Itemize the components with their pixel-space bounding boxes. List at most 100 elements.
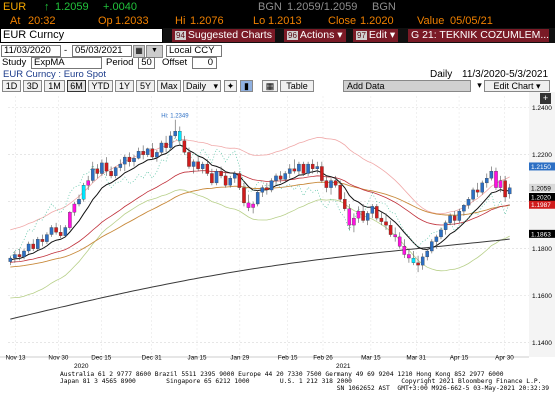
value-label: Value	[417, 15, 445, 27]
candle-body	[200, 163, 205, 169]
candle-body	[388, 225, 393, 235]
candle-body	[187, 152, 191, 167]
study-select[interactable]: ExpMA	[31, 57, 102, 69]
add-data-button[interactable]: Add Data	[343, 80, 471, 92]
candle-body	[310, 163, 315, 169]
range-1m-button[interactable]: 1M	[44, 80, 65, 92]
range-5y-button[interactable]: 5Y	[136, 80, 155, 92]
end-date-field[interactable]: 05/03/2021	[72, 45, 132, 57]
suggested-charts-button[interactable]: 94 Suggested Charts	[172, 29, 275, 42]
x-tick-label: Jan 15	[188, 355, 207, 362]
currency-select[interactable]: Local CCY	[166, 45, 222, 57]
candle-style-icon[interactable]: ▮	[240, 80, 253, 92]
date-separator: -	[64, 45, 68, 56]
y-tick-label: 1.1800	[532, 246, 552, 253]
start-date-field[interactable]: 11/03/2020	[1, 45, 61, 57]
suggested-charts-label: Suggested Charts	[187, 29, 272, 41]
candle-body	[246, 202, 251, 208]
candle-body	[40, 239, 45, 242]
dropdown-icon[interactable]: ▾	[477, 80, 482, 90]
period-field[interactable]: 50	[138, 57, 155, 69]
candle-body	[265, 187, 269, 191]
parabolic-line	[10, 137, 511, 259]
y-axis-panel	[529, 92, 555, 357]
x-axis: Nov 13 Nov 30 Dec 15 Dec 31 Jan 15 Jan 29 Feb …	[0, 355, 529, 362]
source-label: BGN	[258, 1, 282, 13]
x-tick-label: Mar 31	[406, 355, 426, 362]
offset-field[interactable]: 0	[192, 57, 217, 69]
candle-body	[475, 189, 480, 193]
close-value: 1.2020	[360, 15, 394, 27]
chevron-down-icon: ▾	[533, 81, 541, 91]
price-change: +.0040	[103, 1, 137, 13]
edit-chart-button[interactable]: Edit Chart ▾	[484, 80, 550, 92]
candle-body	[58, 232, 63, 236]
candle-body	[301, 163, 306, 174]
open-label: Op	[98, 15, 113, 27]
chevron-down-icon[interactable]: ▼	[146, 45, 163, 58]
price-tag-label: 1.2020	[531, 194, 551, 201]
value-date: 05/05/21	[450, 15, 493, 27]
actions-button[interactable]: 96 Actions ▾	[284, 29, 346, 42]
x-tick-label: Jan 29	[230, 355, 249, 362]
chart-type-icon[interactable]: ✦	[224, 80, 237, 92]
candle-body	[430, 241, 434, 252]
candle-body	[320, 166, 324, 181]
range-6m-button[interactable]: 6M	[67, 80, 86, 92]
price-tag-label: 1.1863	[531, 231, 551, 238]
table-button[interactable]: Table	[280, 80, 314, 92]
grid-icon[interactable]: ▦	[262, 80, 278, 92]
candle-body	[260, 187, 265, 193]
candle-body	[145, 148, 150, 155]
candle-body	[416, 262, 420, 266]
candle-body	[49, 227, 54, 235]
range-1d-button[interactable]: 1D	[2, 80, 21, 92]
candle-body	[278, 175, 283, 180]
price-tag-box	[529, 229, 555, 238]
chart-frequency: Daily	[430, 69, 453, 80]
chart-title: G 21: TEKNIK COZUMLEM...	[408, 29, 549, 42]
candle-body	[13, 254, 17, 259]
candle-body	[17, 254, 22, 257]
y-tick-label: 1.1600	[532, 293, 552, 300]
chevron-down-icon: ▾	[213, 81, 218, 91]
candle-body	[228, 178, 232, 186]
candle-body	[361, 210, 365, 221]
year-label-2020: 2020	[74, 363, 89, 370]
range-3d-button[interactable]: 3D	[23, 80, 42, 92]
suggested-charts-number: 94	[175, 31, 186, 40]
range-max-button[interactable]: Max	[157, 80, 181, 92]
footer-line-2: Japan 81 3 4565 8900 Singapore 65 6212 1…	[60, 378, 542, 385]
period-label: Period	[106, 57, 134, 68]
upper-band-line	[10, 137, 510, 231]
up-arrow-icon: ↑	[44, 1, 50, 13]
security-input[interactable]: EUR Curncy	[0, 28, 163, 43]
candle-body	[452, 215, 457, 221]
zoom-in-icon[interactable]: +	[540, 93, 551, 104]
candle-body	[8, 257, 13, 262]
frequency-select[interactable]: Daily ▾	[183, 80, 221, 92]
candle-body	[297, 163, 301, 172]
x-tick-label: Feb 15	[278, 355, 298, 362]
candle-body	[457, 210, 462, 221]
candle-body	[329, 180, 333, 188]
candle-body	[306, 163, 310, 174]
candle-body	[182, 140, 187, 153]
candle-body	[81, 185, 86, 200]
open-value: 1.2033	[115, 15, 149, 27]
range-1y-button[interactable]: 1Y	[115, 80, 134, 92]
price-tag-label: 1.1987	[531, 202, 551, 209]
edit-button[interactable]: 97 Edit ▾	[353, 29, 399, 42]
actions-number: 96	[287, 31, 298, 40]
candle-body	[132, 158, 136, 162]
footer-line-3: SN 1062652 AST GMT+3:00 M926-662-5 03-Ma…	[60, 385, 550, 392]
ema-9-line	[10, 144, 510, 261]
chart-security-name: EUR Curncy : Euro Spot	[3, 69, 106, 80]
candle-body	[370, 206, 375, 214]
candle-body	[26, 243, 31, 252]
range-ytd-button[interactable]: YTD	[88, 80, 113, 92]
candle-body	[462, 205, 466, 212]
candle-body	[507, 187, 512, 195]
low-label: Lo	[253, 15, 266, 27]
